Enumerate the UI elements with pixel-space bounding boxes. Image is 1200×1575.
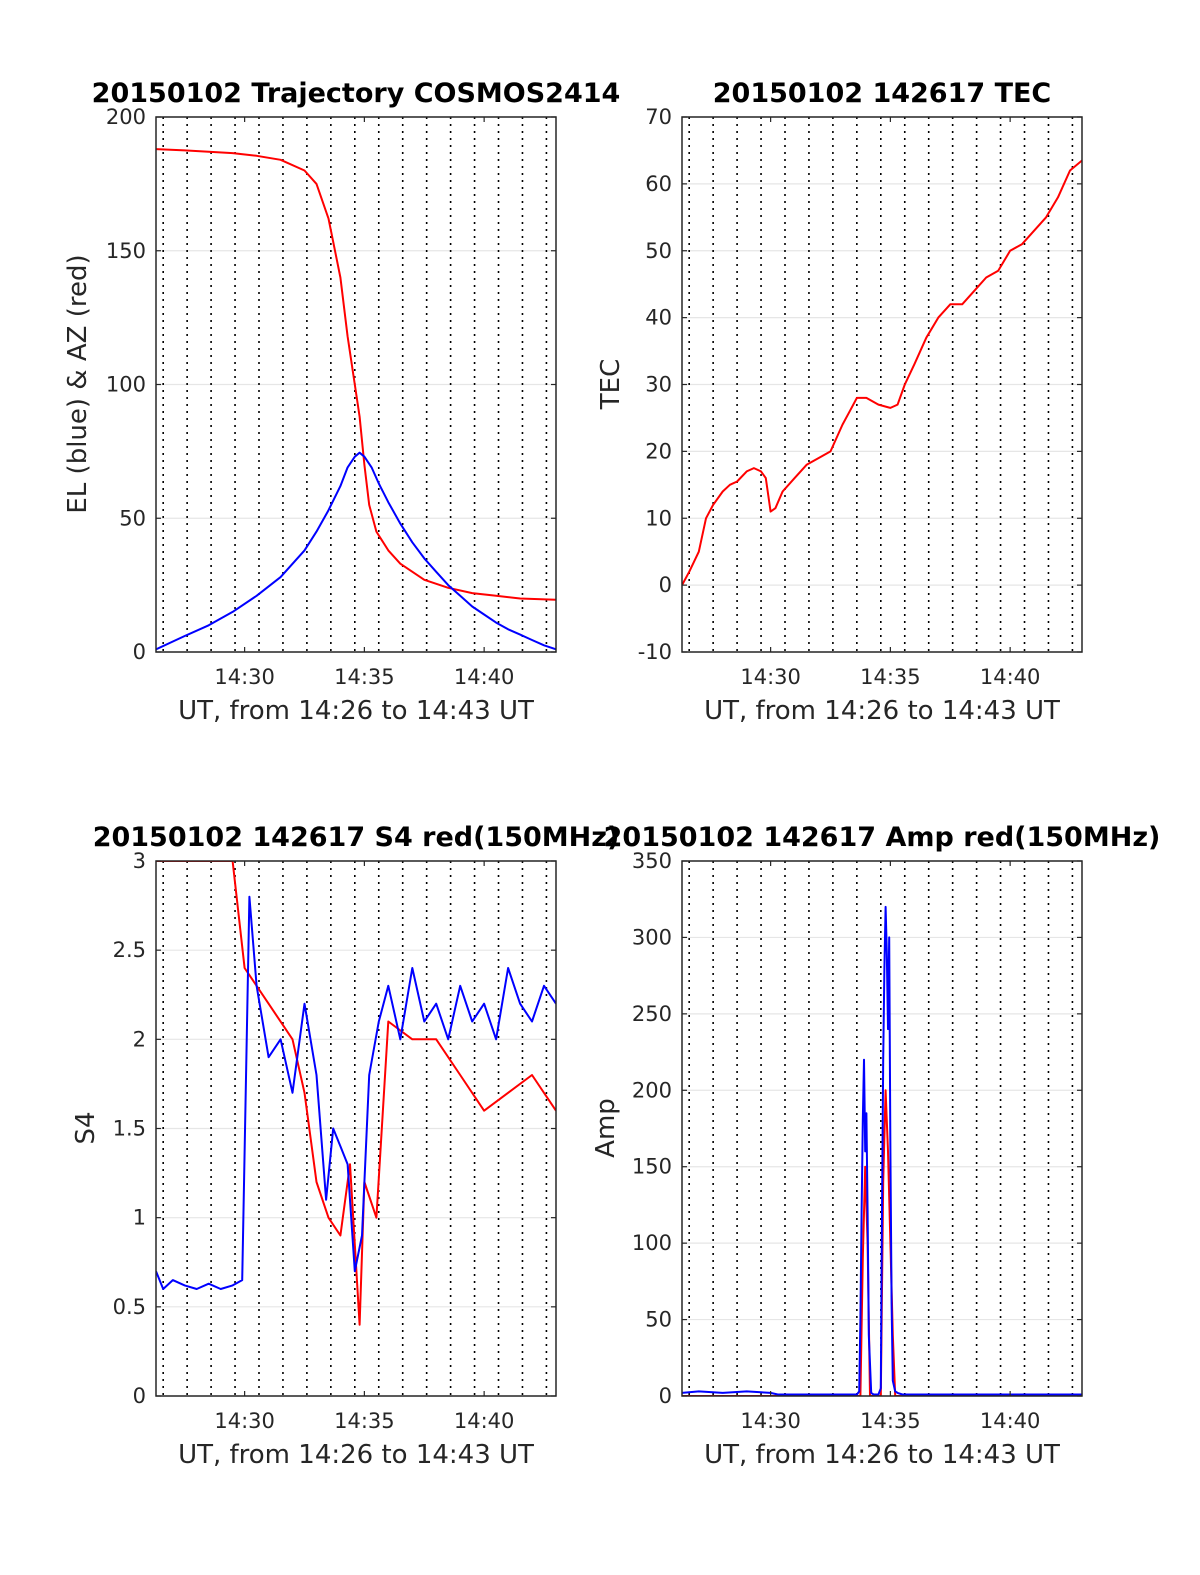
y-tick-label: 0 [659,1384,672,1408]
y-tick-label: 150 [632,1155,672,1179]
y-axis-label: EL (blue) & AZ (red) [63,254,93,513]
series-line [682,159,1082,586]
y-tick-label: 3 [133,849,146,873]
series-line [156,451,556,651]
y-tick-label: 200 [632,1078,672,1102]
y-tick-label: 50 [119,506,146,530]
y-tick-label: 0 [133,1384,146,1408]
y-tick-label: 100 [632,1231,672,1255]
x-tick-label: 14:30 [740,665,801,689]
y-tick-label: 2 [133,1027,146,1051]
y-tick-label: 1.5 [113,1117,146,1141]
chart-title: 20150102 Trajectory COSMOS2414 [92,78,621,109]
y-tick-label: 0 [133,640,146,664]
x-axis-label: UT, from 14:26 to 14:43 UT [178,1440,534,1470]
trajectory-panel: 20150102 Trajectory COSMOS2414 UT, from … [63,78,620,726]
x-tick-label: 14:40 [454,1409,515,1433]
y-tick-label: 30 [645,373,672,397]
x-axis-label: UT, from 14:26 to 14:43 UT [704,1440,1060,1470]
x-tick-label: 14:30 [214,1409,275,1433]
amp-panel: 20150102 142617 Amp red(150MHz) UT, from… [591,822,1160,1470]
y-axis-label: S4 [71,1111,101,1144]
y-tick-label: 1 [133,1206,146,1230]
y-tick-label: 20 [645,439,672,463]
y-tick-label: -10 [638,640,672,664]
chart-title: 20150102 142617 S4 red(150MHz) [93,822,620,853]
y-tick-label: 0 [659,573,672,597]
y-tick-label: 150 [106,239,146,263]
y-tick-label: 2.5 [113,938,146,962]
x-tick-label: 14:40 [454,665,515,689]
y-tick-label: 300 [632,925,672,949]
y-tick-label: 40 [645,306,672,330]
y-tick-label: 10 [645,506,672,530]
y-tick-label: 70 [645,105,672,129]
y-tick-label: 50 [645,239,672,263]
y-axis-label: Amp [591,1098,621,1158]
y-tick-label: 0.5 [113,1295,146,1319]
x-tick-label: 14:40 [980,665,1041,689]
chart-title: 20150102 142617 TEC [713,78,1052,109]
tec-panel: 20150102 142617 TEC UT, from 14:26 to 14… [596,78,1083,726]
y-tick-label: 350 [632,849,672,873]
y-tick-label: 250 [632,1002,672,1026]
s4-panel: 20150102 142617 S4 red(150MHz) UT, from … [71,822,619,1470]
x-tick-label: 14:35 [860,1409,921,1433]
y-tick-label: 60 [645,172,672,196]
series-line [156,861,556,1326]
x-tick-label: 14:35 [334,665,395,689]
series-line [156,148,556,601]
x-tick-label: 14:35 [334,1409,395,1433]
y-tick-label: 100 [106,373,146,397]
x-axis-label: UT, from 14:26 to 14:43 UT [178,696,534,726]
axes-box [681,860,1083,1397]
y-tick-label: 200 [106,105,146,129]
x-axis-label: UT, from 14:26 to 14:43 UT [704,696,1060,726]
x-tick-label: 14:40 [980,1409,1041,1433]
y-axis-label: TEC [596,359,626,410]
y-tick-label: 50 [645,1308,672,1332]
x-tick-label: 14:30 [740,1409,801,1433]
series-line [156,895,556,1290]
series-line [682,905,1082,1396]
x-tick-label: 14:30 [214,665,275,689]
chart-title: 20150102 142617 Amp red(150MHz) [604,822,1161,853]
x-tick-label: 14:35 [860,665,921,689]
